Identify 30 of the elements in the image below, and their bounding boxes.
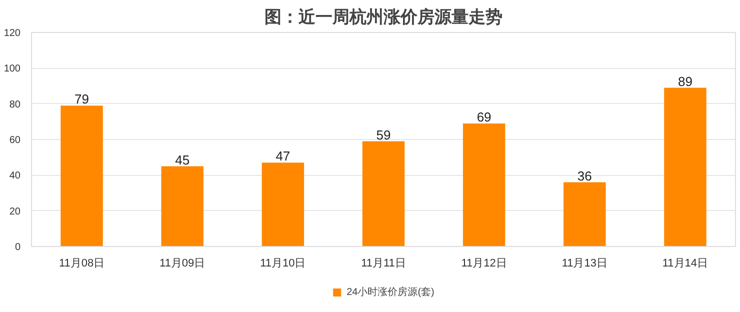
legend-label: 24小时涨价房源(套) [346,286,434,299]
data-label: 89 [678,74,692,89]
bar [564,182,606,246]
x-tick-label: 11月14日 [662,258,708,270]
y-tick-label: 120 [4,28,21,39]
x-tick-label: 11月11日 [361,258,406,270]
bar [362,141,405,246]
x-tick-label: 11月09日 [160,258,206,270]
x-tick-label: 11月13日 [562,258,608,270]
data-label: 45 [175,152,190,168]
bar [262,162,304,246]
y-tick-label: 100 [4,64,21,75]
y-tick-label: 0 [14,242,21,253]
y-tick-label: 40 [9,170,21,182]
bar [161,166,204,246]
y-tick-label: 60 [9,135,21,146]
data-label: 47 [276,148,290,164]
data-label: 36 [577,168,592,184]
bar [664,88,706,246]
x-tick-label: 11月10日 [260,258,306,270]
y-tick-label: 20 [9,206,21,218]
bar [462,123,506,246]
bar [60,106,103,246]
data-label: 79 [74,92,90,107]
x-tick-label: 11月12日 [461,258,507,270]
data-label: 59 [376,127,391,142]
chart-title: 图：近一周杭州涨价房源量走势 [264,8,502,28]
y-tick-label: 80 [9,99,21,110]
x-tick-label: 11月08日 [58,258,105,270]
data-label: 69 [476,109,492,124]
